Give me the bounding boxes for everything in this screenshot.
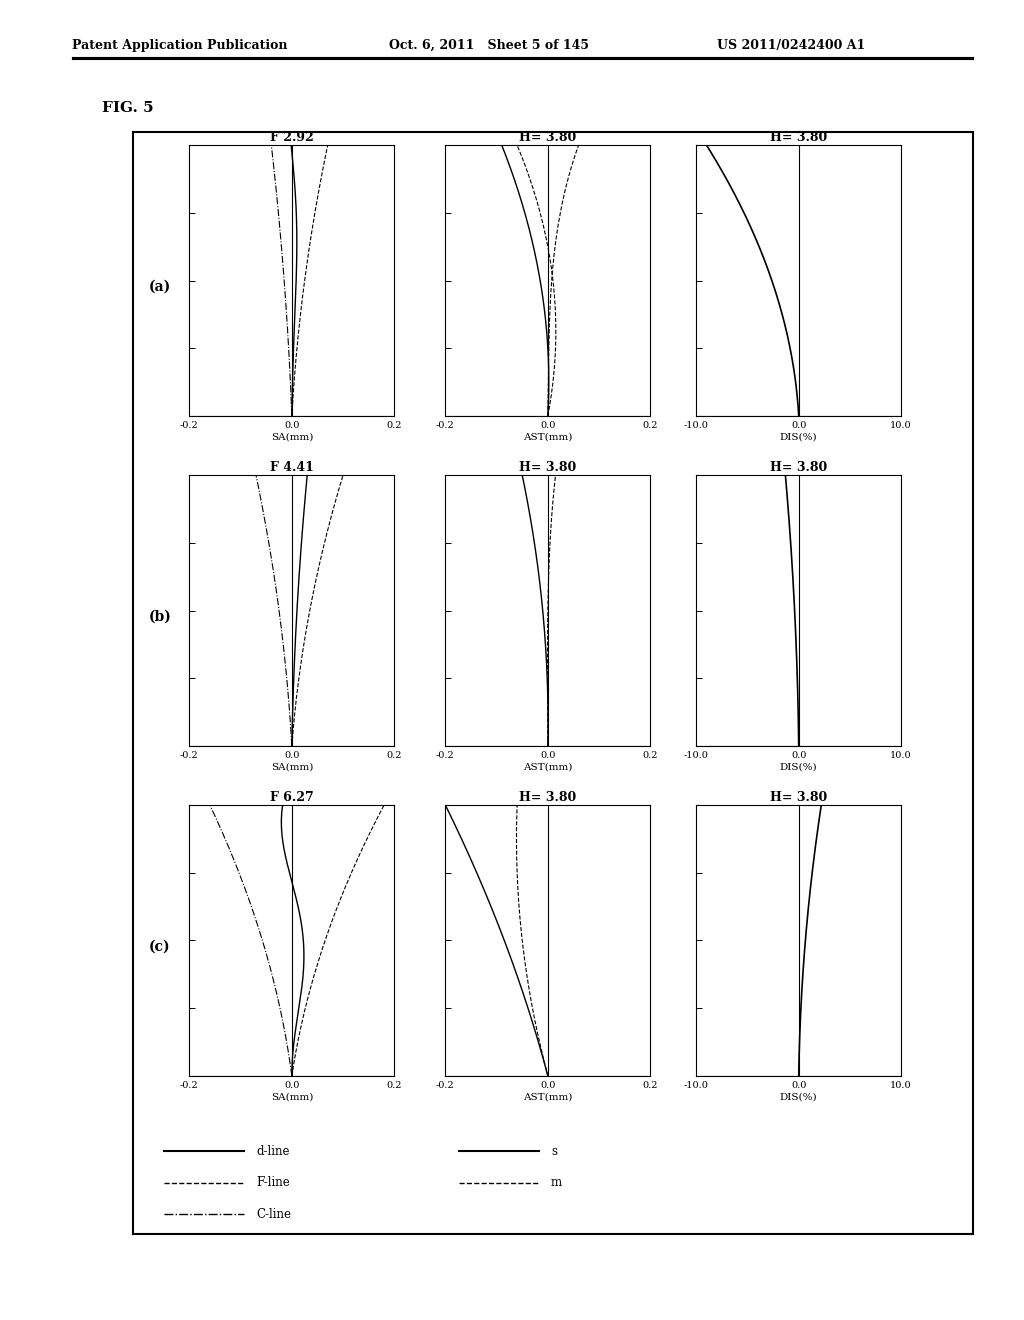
Text: d-line: d-line xyxy=(256,1144,290,1158)
X-axis label: DIS(%): DIS(%) xyxy=(780,763,817,771)
X-axis label: AST(mm): AST(mm) xyxy=(523,433,572,441)
X-axis label: AST(mm): AST(mm) xyxy=(523,763,572,771)
Text: Patent Application Publication: Patent Application Publication xyxy=(72,38,287,51)
X-axis label: DIS(%): DIS(%) xyxy=(780,433,817,441)
Title: H= 3.80: H= 3.80 xyxy=(770,461,827,474)
X-axis label: SA(mm): SA(mm) xyxy=(270,1093,313,1101)
Text: C-line: C-line xyxy=(256,1208,291,1221)
Text: (b): (b) xyxy=(148,610,171,623)
Title: H= 3.80: H= 3.80 xyxy=(519,131,577,144)
Title: H= 3.80: H= 3.80 xyxy=(519,791,577,804)
Text: US 2011/0242400 A1: US 2011/0242400 A1 xyxy=(717,38,865,51)
Text: Oct. 6, 2011   Sheet 5 of 145: Oct. 6, 2011 Sheet 5 of 145 xyxy=(389,38,589,51)
Text: m: m xyxy=(551,1176,562,1189)
Text: s: s xyxy=(551,1144,557,1158)
Text: (a): (a) xyxy=(148,280,171,293)
Title: F 4.41: F 4.41 xyxy=(270,461,313,474)
Text: F-line: F-line xyxy=(256,1176,290,1189)
Title: H= 3.80: H= 3.80 xyxy=(519,461,577,474)
Title: H= 3.80: H= 3.80 xyxy=(770,791,827,804)
Title: F 2.92: F 2.92 xyxy=(270,131,313,144)
Title: F 6.27: F 6.27 xyxy=(270,791,313,804)
Title: H= 3.80: H= 3.80 xyxy=(770,131,827,144)
Text: (c): (c) xyxy=(148,940,170,953)
Text: FIG. 5: FIG. 5 xyxy=(102,102,154,115)
X-axis label: SA(mm): SA(mm) xyxy=(270,763,313,771)
X-axis label: DIS(%): DIS(%) xyxy=(780,1093,817,1101)
X-axis label: SA(mm): SA(mm) xyxy=(270,433,313,441)
X-axis label: AST(mm): AST(mm) xyxy=(523,1093,572,1101)
